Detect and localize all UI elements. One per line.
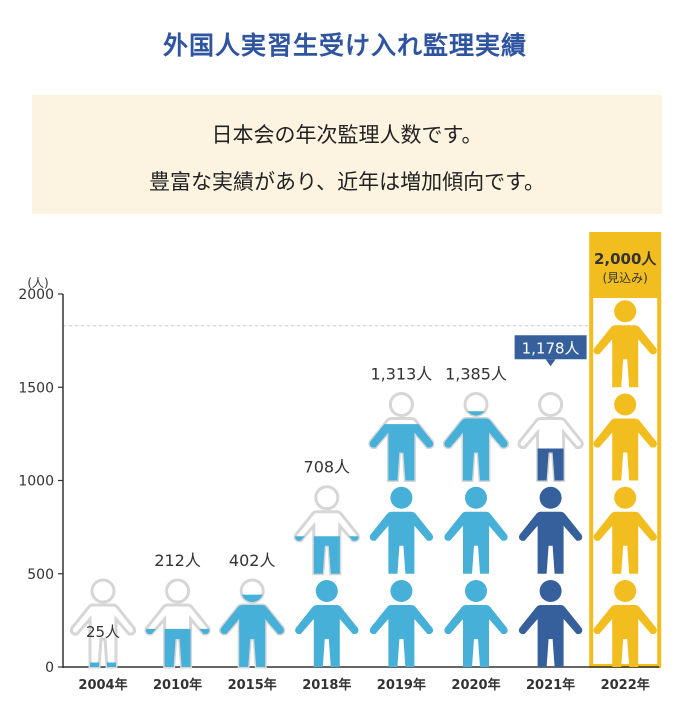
y-tick-label: 1500: [18, 380, 54, 396]
person-icon: [369, 486, 434, 574]
forecast-badge: [589, 232, 662, 296]
y-tick-label: 0: [45, 660, 54, 676]
y-tick-label: 2000: [18, 287, 54, 303]
person-icon: [593, 393, 657, 481]
description-line-2: 豊富な実績があり、近年は増加傾向です。: [148, 170, 546, 194]
person-icon: [593, 580, 657, 667]
person-icon: [517, 392, 584, 482]
data-label: 2,000人: [594, 250, 657, 268]
person-icon: [593, 486, 657, 574]
x-tick-label: 2021年: [526, 677, 575, 693]
data-label: 1,385人: [445, 364, 507, 383]
x-tick-label: 2019年: [377, 677, 426, 693]
person-icon: [444, 486, 508, 574]
page-title: 外国人実習生受け入れ監理実績: [162, 31, 527, 60]
person-icon: [368, 392, 435, 482]
y-axis-label: (人): [27, 276, 48, 290]
y-tick-label: 500: [27, 567, 54, 583]
person-icon: [518, 486, 583, 574]
x-tick-label: 2020年: [451, 677, 500, 693]
person-icon: [442, 392, 510, 482]
person-icon: [593, 300, 657, 388]
person-icon: [295, 580, 359, 667]
person-icon: [369, 580, 434, 667]
person-icon: [69, 578, 137, 669]
person-icon: [444, 580, 508, 667]
person-icon: [293, 485, 360, 576]
data-label: 212人: [154, 551, 201, 570]
person-icon: [144, 578, 211, 669]
forecast-note: (見込み): [603, 271, 648, 285]
data-label: 25人: [86, 623, 120, 641]
person-icon: [518, 580, 583, 667]
data-label: 708人: [304, 458, 351, 477]
x-tick-label: 2022年: [601, 677, 650, 693]
data-label: 1,178人: [522, 339, 580, 357]
description-line-1: 日本会の年次監理人数です。: [211, 123, 483, 147]
highlight-pointer: [545, 359, 556, 367]
x-tick-label: 2004年: [78, 677, 127, 693]
x-tick-label: 2018年: [302, 677, 351, 693]
highlight-badge: [514, 335, 587, 360]
person-icon: [219, 578, 286, 669]
data-label: 402人: [229, 551, 276, 570]
x-tick-label: 2015年: [228, 677, 277, 693]
x-tick-label: 2010年: [153, 677, 202, 693]
description-box: 日本会の年次監理人数です。 豊富な実績があり、近年は増加傾向です。: [32, 95, 662, 214]
data-label: 1,313人: [370, 364, 432, 383]
y-tick-label: 1000: [18, 474, 54, 490]
